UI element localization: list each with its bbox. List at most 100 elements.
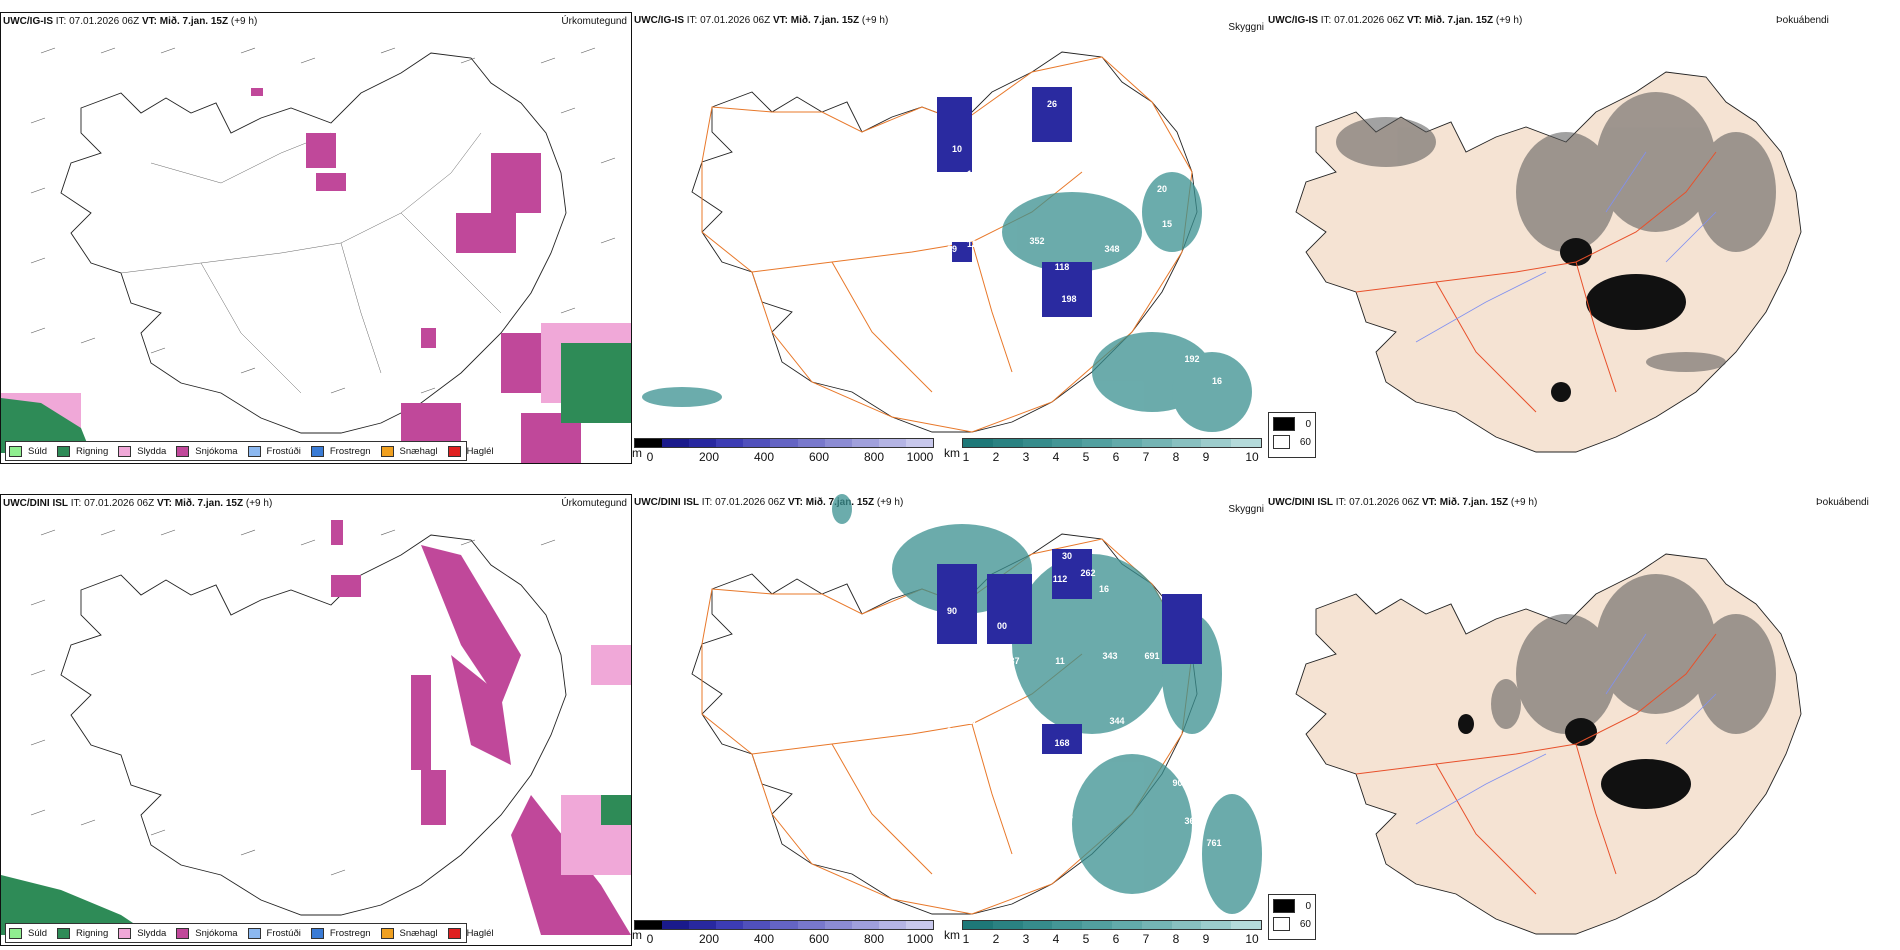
legend-swatch: [310, 445, 324, 457]
panel-title: Skyggni: [1228, 22, 1264, 33]
iceland-land: [1295, 553, 1802, 935]
map-label: 26: [1047, 99, 1057, 109]
legend-swatch: [176, 927, 190, 939]
high-terrain-area: [1042, 724, 1082, 754]
tick-label: 200: [698, 932, 720, 946]
fog-area: [1596, 574, 1716, 714]
legend-swatch: [9, 445, 22, 457]
tick-label: 0: [646, 932, 654, 946]
map-label: 352: [1029, 236, 1044, 246]
high-terrain-area: [1032, 87, 1072, 142]
tick-label: 2: [992, 932, 1000, 946]
roads: [701, 56, 1193, 433]
legend-item: Súld: [9, 927, 47, 939]
map-label: 278: [1102, 269, 1117, 279]
roads: [1355, 633, 1717, 895]
legend-swatch: [247, 927, 261, 939]
legend-swatch: [118, 445, 132, 457]
map-label: 90: [947, 606, 957, 616]
low-visibility-area: [1002, 192, 1142, 272]
precip-panel-top: UWC/IG-IS IT: 07.01.2026 06Z VT: Mið. 7.…: [0, 12, 632, 464]
map-label: 15: [1162, 219, 1172, 229]
tick-label: 5: [1082, 450, 1090, 464]
precip-panel-bottom: UWC/DINI ISL IT: 07.01.2026 06Z VT: Mið.…: [0, 494, 632, 946]
map-label: 16: [1099, 584, 1109, 594]
rain-area: [1, 398, 91, 453]
tick-label: 10: [1245, 450, 1259, 464]
legend-swatch: [57, 927, 71, 939]
high-terrain-area: [1162, 594, 1202, 664]
fog-panel-top: UWC/IG-IS IT: 07.01.2026 06Z VT: Mið. 7.…: [1266, 12, 1900, 464]
rain-area: [561, 343, 631, 423]
fog-area: [1516, 132, 1616, 252]
fog-panel-bottom: UWC/DINI ISL IT: 07.01.2026 06Z VT: Mið.…: [1266, 494, 1900, 946]
map-label: 21: [942, 179, 952, 189]
high-terrain-area: [937, 97, 972, 172]
low-visibility-area: [1172, 352, 1252, 432]
panel-header: UWC/IG-IS IT: 07.01.2026 06Z VT: Mið. 7.…: [634, 15, 889, 26]
tick-label: 6: [1112, 450, 1120, 464]
map-label: 22: [1132, 184, 1142, 194]
high-terrain-area: [1052, 549, 1092, 599]
map-label: 20: [1157, 184, 1167, 194]
high-terrain-area: [937, 564, 977, 644]
tick-label: 3: [1022, 932, 1030, 946]
dense-fog-area: [1551, 382, 1571, 402]
legend-item: Haglél: [447, 927, 494, 939]
visibility-colorbar: 1 2 3 4 5 6 7 8 9 10: [962, 920, 1262, 946]
legend-item: Frostregn: [310, 927, 371, 939]
legend-item: Rigning: [57, 445, 108, 457]
precip-map: [1, 47, 631, 463]
high-terrain-area: [1042, 262, 1092, 317]
tick-label: 3: [1022, 450, 1030, 464]
panel-title: Úrkomutegund: [561, 498, 627, 509]
tick-label: 4: [1052, 450, 1060, 464]
map-label: 89: [947, 244, 957, 254]
rain-area: [601, 795, 631, 825]
panel-header: UWC/IG-IS IT: 07.01.2026 06Z VT: Mið. 7.…: [1268, 15, 1523, 26]
visibility-map: 30 112 262 16 90 00 92 187 11 343 691 98…: [691, 494, 1262, 915]
legend-item: Frostúði: [247, 927, 301, 939]
fog-area: [1696, 132, 1776, 252]
legend-item: Snæhagl: [380, 445, 438, 457]
visibility-colorbar: 1 2 3 4 5 6 7 8 9 10: [962, 438, 1262, 464]
map-label: 198: [1061, 294, 1076, 304]
tick-label: 1: [962, 932, 970, 946]
legend-item: Snjókoma: [176, 927, 238, 939]
map-label: 16: [1212, 376, 1222, 386]
tick-label: 10: [1245, 932, 1259, 946]
legend-item: Snjókoma: [176, 445, 238, 457]
panel-title: Úrkomutegund: [561, 16, 627, 27]
map-label: 344: [1109, 716, 1124, 726]
roads: [701, 538, 1193, 915]
dense-fog-area: [1458, 714, 1474, 734]
tick-label: 200: [698, 450, 720, 464]
tick-label: 7: [1142, 932, 1150, 946]
low-visibility-area: [1072, 754, 1192, 894]
map-label: 10: [952, 144, 962, 154]
map-label: 112: [1053, 574, 1068, 584]
dense-fog-area: [1565, 718, 1597, 746]
elevation-colorbar: 0 200 400 600 800 1000: [634, 920, 934, 946]
tick-label: 9: [1202, 932, 1210, 946]
snow-area: [331, 575, 361, 597]
sleet-area: [591, 645, 631, 685]
visibility-unit: km: [944, 928, 960, 942]
elevation-colorbar: 0 200 400 600 800 1000: [634, 438, 934, 464]
tick-label: 5: [1082, 932, 1090, 946]
tick-label: 400: [753, 932, 775, 946]
legend-swatch: [447, 445, 461, 457]
fog-area: [1646, 352, 1726, 372]
map-label: 222: [1014, 741, 1029, 751]
tick-label: 4: [1052, 932, 1060, 946]
tick-label: 1000: [906, 932, 934, 946]
panel-title: Skyggni: [1228, 504, 1264, 515]
fog-area: [1596, 92, 1716, 232]
panel-header: UWC/IG-IS IT: 07.01.2026 06Z VT: Mið. 7.…: [3, 16, 258, 27]
map-label: 192: [1184, 354, 1199, 364]
map-label: 11: [967, 716, 977, 726]
wind-barbs: [30, 529, 556, 876]
panel-title: Þokuábendi: [1776, 15, 1829, 26]
panel-header: UWC/DINI ISL IT: 07.01.2026 06Z VT: Mið.…: [1268, 497, 1538, 508]
map-label: 262: [1080, 568, 1095, 578]
